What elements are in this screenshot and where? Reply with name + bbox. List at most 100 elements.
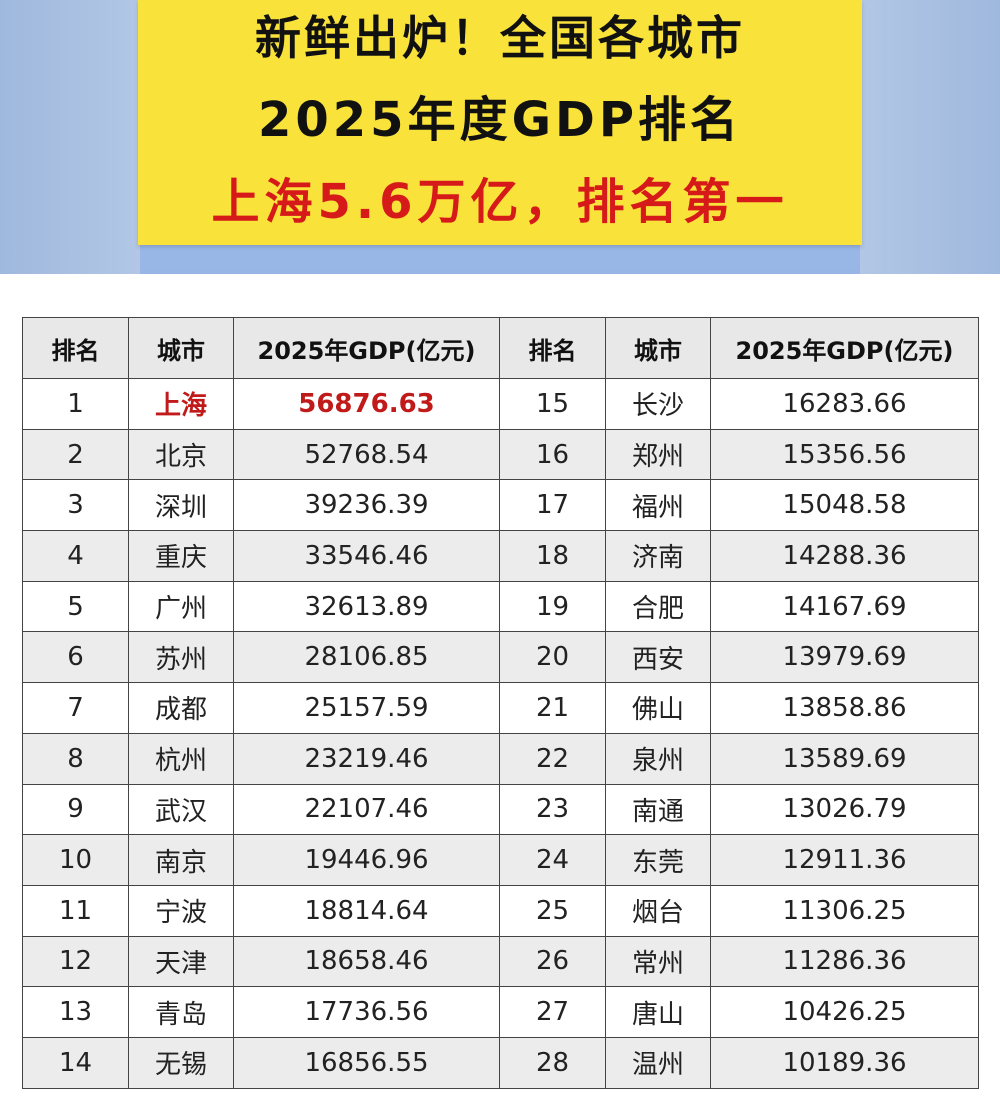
headline-line-2: 2025年度GDP排名 [257,92,743,148]
cell-city-right: 长沙 [605,378,711,430]
cell-gdp-right: 13589.69 [710,732,979,785]
cell-city-right: 佛山 [605,682,711,734]
cell-city-left: 北京 [128,428,234,481]
table-row: 3 深圳 39236.39 17 福州 15048.58 [22,479,979,532]
table-body: 1 上海 56876.63 15 长沙 16283.66 2 北京 52768.54 16 郑州 15… [22,378,979,1089]
cell-city-left: 无锡 [128,1036,234,1089]
cell-rank-left: 7 [22,682,129,734]
cell-gdp-right: 15048.58 [710,479,979,532]
cell-rank-left: 8 [22,732,129,785]
cell-rank-left: 3 [22,479,129,532]
header-band: 新鲜出炉！全国各城市 2025年度GDP排名 上海5.6万亿，排名第一 [0,0,1000,274]
cell-rank-left: 13 [22,986,129,1038]
cell-rank-right: 15 [499,378,606,430]
cell-city-right: 郑州 [605,428,711,481]
cell-city-right: 唐山 [605,986,711,1038]
cell-gdp-left: 28106.85 [233,631,500,684]
cell-city-left: 武汉 [128,783,234,836]
table-row: 14 无锡 16856.55 28 温州 10189.36 [22,1036,979,1089]
table-row: 8 杭州 23219.46 22 泉州 13589.69 [22,732,979,785]
cell-city-right: 南通 [605,783,711,836]
header-city-right: 城市 [605,317,711,379]
cell-city-left: 宁波 [128,884,234,937]
cell-rank-right: 16 [499,428,606,481]
cell-rank-left: 9 [22,783,129,836]
cell-city-right: 常州 [605,935,711,988]
cell-rank-right: 21 [499,682,606,734]
cell-city-left: 成都 [128,682,234,734]
cell-rank-left: 5 [22,580,129,633]
cell-city-left: 重庆 [128,530,234,582]
cell-city-left: 广州 [128,580,234,633]
table-row: 13 青岛 17736.56 27 唐山 10426.25 [22,986,979,1038]
cell-gdp-left: 52768.54 [233,428,500,481]
cell-city-left: 苏州 [128,631,234,684]
cell-rank-right: 18 [499,530,606,582]
cell-gdp-left: 22107.46 [233,783,500,836]
cell-city-right: 福州 [605,479,711,532]
cell-city-right: 西安 [605,631,711,684]
cell-gdp-left: 25157.59 [233,682,500,734]
header-city-left: 城市 [128,317,234,379]
cell-gdp-left: 17736.56 [233,986,500,1038]
headline-line-1: 新鲜出炉！全国各城市 [255,11,745,65]
cell-gdp-right: 14288.36 [710,530,979,582]
cell-gdp-left: 32613.89 [233,580,500,633]
cell-rank-left: 14 [22,1036,129,1089]
cell-gdp-right: 11306.25 [710,884,979,937]
cell-gdp-left: 33546.46 [233,530,500,582]
header-blur-left [0,0,140,274]
cell-city-right: 烟台 [605,884,711,937]
table-header-row: 排名 城市 2025年GDP(亿元) 排名 城市 2025年GDP(亿元) [22,317,979,379]
cell-gdp-right: 10189.36 [710,1036,979,1089]
cell-gdp-left: 18658.46 [233,935,500,988]
cell-rank-right: 22 [499,732,606,785]
cell-rank-right: 19 [499,580,606,633]
cell-city-left: 青岛 [128,986,234,1038]
cell-city-right: 合肥 [605,580,711,633]
cell-rank-right: 17 [499,479,606,532]
cell-gdp-right: 11286.36 [710,935,979,988]
cell-gdp-right: 13979.69 [710,631,979,684]
cell-gdp-left: 18814.64 [233,884,500,937]
cell-gdp-right: 13858.86 [710,682,979,734]
cell-rank-left: 10 [22,834,129,886]
cell-rank-right: 28 [499,1036,606,1089]
header-rank-right: 排名 [499,317,606,379]
cell-gdp-left: 39236.39 [233,479,500,532]
cell-gdp-right: 12911.36 [710,834,979,886]
table-row: 12 天津 18658.46 26 常州 11286.36 [22,935,979,988]
cell-gdp-right: 13026.79 [710,783,979,836]
headline-box: 新鲜出炉！全国各城市 2025年度GDP排名 上海5.6万亿，排名第一 [138,0,862,245]
cell-gdp-right: 14167.69 [710,580,979,633]
header-gdp-right: 2025年GDP(亿元) [710,317,979,379]
table-row: 5 广州 32613.89 19 合肥 14167.69 [22,580,979,633]
cell-city-left: 天津 [128,935,234,988]
table-row: 7 成都 25157.59 21 佛山 13858.86 [22,682,979,734]
cell-rank-right: 23 [499,783,606,836]
cell-rank-right: 20 [499,631,606,684]
table-row: 9 武汉 22107.46 23 南通 13026.79 [22,783,979,836]
cell-rank-right: 27 [499,986,606,1038]
cell-rank-left: 6 [22,631,129,684]
header-rank-left: 排名 [22,317,129,379]
cell-gdp-left: 56876.63 [233,378,500,430]
cell-rank-right: 25 [499,884,606,937]
cell-gdp-left: 16856.55 [233,1036,500,1089]
table-row: 4 重庆 33546.46 18 济南 14288.36 [22,530,979,582]
headline-line-3: 上海5.6万亿，排名第一 [211,174,789,230]
cell-gdp-left: 23219.46 [233,732,500,785]
table-row: 1 上海 56876.63 15 长沙 16283.66 [22,378,979,430]
table-row: 2 北京 52768.54 16 郑州 15356.56 [22,428,979,481]
cell-rank-left: 4 [22,530,129,582]
cell-rank-left: 11 [22,884,129,937]
cell-gdp-right: 16283.66 [710,378,979,430]
cell-city-right: 温州 [605,1036,711,1089]
cell-rank-left: 12 [22,935,129,988]
cell-gdp-right: 10426.25 [710,986,979,1038]
header-gdp-left: 2025年GDP(亿元) [233,317,500,379]
header-blur-right [860,0,1000,274]
table-row: 11 宁波 18814.64 25 烟台 11306.25 [22,884,979,937]
